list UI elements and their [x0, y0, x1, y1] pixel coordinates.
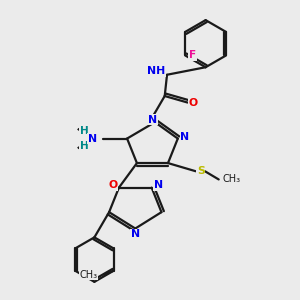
- Text: N: N: [154, 180, 163, 190]
- Text: H: H: [80, 126, 89, 136]
- Text: CH₃: CH₃: [79, 270, 97, 280]
- Text: O: O: [109, 180, 118, 190]
- Text: N: N: [88, 134, 97, 143]
- Text: F: F: [189, 50, 196, 61]
- Text: H: H: [80, 141, 89, 151]
- Text: S: S: [197, 166, 205, 176]
- Text: O: O: [189, 98, 198, 108]
- Text: NH: NH: [147, 66, 165, 76]
- Text: CH₃: CH₃: [223, 174, 241, 184]
- Text: N: N: [148, 115, 157, 124]
- Text: N: N: [131, 230, 140, 239]
- Text: N: N: [180, 132, 190, 142]
